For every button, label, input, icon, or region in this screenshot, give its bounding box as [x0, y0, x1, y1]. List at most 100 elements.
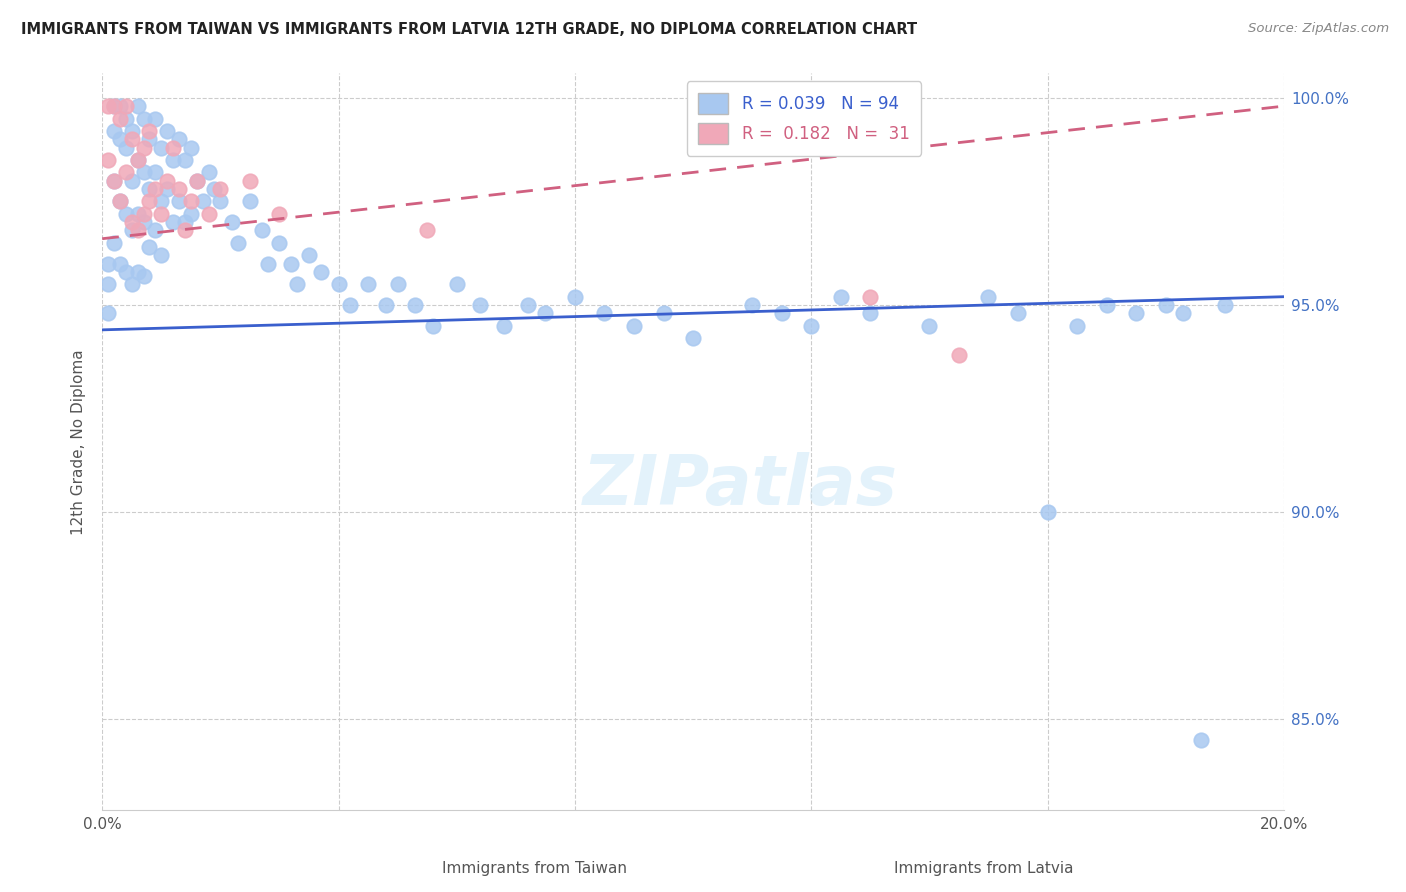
- Point: [174, 223, 197, 237]
- Point: [204, 182, 226, 196]
- Point: [830, 290, 852, 304]
- Point: [115, 99, 138, 113]
- Point: [115, 265, 138, 279]
- Point: [226, 235, 249, 250]
- Point: [309, 265, 332, 279]
- Text: Source: ZipAtlas.com: Source: ZipAtlas.com: [1249, 22, 1389, 36]
- Point: [103, 235, 125, 250]
- Point: [298, 248, 321, 262]
- Point: [1173, 306, 1195, 320]
- Point: [191, 194, 214, 209]
- Point: [127, 99, 149, 113]
- Point: [197, 207, 219, 221]
- Point: [145, 112, 167, 126]
- Point: [859, 306, 882, 320]
- Point: [97, 256, 120, 270]
- Point: [470, 298, 492, 312]
- Point: [132, 140, 155, 154]
- Point: [404, 298, 426, 312]
- Point: [132, 165, 155, 179]
- Point: [145, 165, 167, 179]
- Point: [977, 290, 1000, 304]
- Point: [269, 235, 291, 250]
- Point: [138, 194, 160, 209]
- Y-axis label: 12th Grade, No Diploma: 12th Grade, No Diploma: [72, 349, 86, 534]
- Point: [108, 99, 131, 113]
- Point: [132, 112, 155, 126]
- Point: [132, 268, 155, 283]
- Text: ZIPatlas: ZIPatlas: [583, 452, 898, 519]
- Point: [115, 112, 138, 126]
- Point: [127, 265, 149, 279]
- Point: [948, 348, 970, 362]
- Text: Immigrants from Taiwan: Immigrants from Taiwan: [441, 861, 627, 876]
- Point: [156, 124, 179, 138]
- Text: IMMIGRANTS FROM TAIWAN VS IMMIGRANTS FROM LATVIA 12TH GRADE, NO DIPLOMA CORRELAT: IMMIGRANTS FROM TAIWAN VS IMMIGRANTS FRO…: [21, 22, 917, 37]
- Point: [209, 182, 232, 196]
- Point: [1189, 733, 1212, 747]
- Point: [97, 277, 120, 292]
- Point: [132, 215, 155, 229]
- Point: [132, 207, 155, 221]
- Point: [180, 194, 202, 209]
- Point: [1125, 306, 1147, 320]
- Point: [121, 277, 143, 292]
- Point: [103, 99, 125, 113]
- Point: [121, 223, 143, 237]
- Point: [145, 223, 167, 237]
- Point: [374, 298, 396, 312]
- Point: [108, 194, 131, 209]
- Point: [103, 174, 125, 188]
- Point: [97, 99, 120, 113]
- Point: [1154, 298, 1177, 312]
- Point: [150, 194, 173, 209]
- Point: [145, 182, 167, 196]
- Point: [387, 277, 409, 292]
- Point: [162, 140, 184, 154]
- Point: [446, 277, 468, 292]
- Point: [127, 207, 149, 221]
- Point: [150, 207, 173, 221]
- Point: [770, 306, 793, 320]
- Point: [239, 174, 262, 188]
- Point: [422, 318, 444, 333]
- Point: [97, 153, 120, 167]
- Point: [108, 132, 131, 146]
- Point: [221, 215, 243, 229]
- Point: [339, 298, 361, 312]
- Point: [256, 256, 278, 270]
- Point: [108, 194, 131, 209]
- Point: [1066, 318, 1088, 333]
- Point: [150, 248, 173, 262]
- Point: [1213, 298, 1236, 312]
- Point: [156, 174, 179, 188]
- Point: [741, 298, 763, 312]
- Point: [162, 215, 184, 229]
- Point: [357, 277, 380, 292]
- Point: [167, 132, 190, 146]
- Point: [197, 165, 219, 179]
- Point: [174, 153, 197, 167]
- Text: Immigrants from Latvia: Immigrants from Latvia: [894, 861, 1074, 876]
- Point: [162, 153, 184, 167]
- Point: [108, 112, 131, 126]
- Point: [593, 306, 616, 320]
- Legend: R = 0.039   N = 94, R =  0.182   N =  31: R = 0.039 N = 94, R = 0.182 N = 31: [686, 81, 921, 156]
- Point: [180, 140, 202, 154]
- Point: [652, 306, 675, 320]
- Point: [534, 306, 557, 320]
- Point: [108, 256, 131, 270]
- Point: [127, 153, 149, 167]
- Point: [269, 207, 291, 221]
- Point: [103, 124, 125, 138]
- Point: [156, 182, 179, 196]
- Point: [127, 223, 149, 237]
- Point: [138, 124, 160, 138]
- Point: [174, 215, 197, 229]
- Point: [328, 277, 350, 292]
- Point: [280, 256, 302, 270]
- Point: [115, 165, 138, 179]
- Point: [682, 331, 704, 345]
- Point: [180, 207, 202, 221]
- Point: [121, 124, 143, 138]
